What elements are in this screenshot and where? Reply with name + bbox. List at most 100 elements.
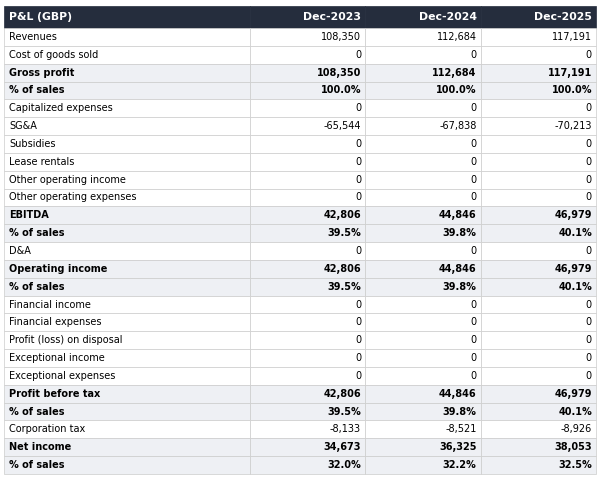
Text: Other operating expenses: Other operating expenses: [9, 192, 137, 203]
Text: Operating income: Operating income: [9, 264, 107, 274]
Bar: [481, 171, 596, 189]
Bar: [250, 28, 365, 46]
Bar: [4, 331, 250, 349]
Bar: [4, 242, 250, 260]
Text: 40.1%: 40.1%: [558, 282, 592, 292]
Text: 39.8%: 39.8%: [443, 228, 476, 238]
Bar: [481, 82, 596, 99]
Text: 46,979: 46,979: [554, 210, 592, 220]
Text: 0: 0: [586, 300, 592, 310]
Bar: [481, 206, 596, 224]
Bar: [365, 349, 481, 367]
Bar: [250, 82, 365, 99]
Bar: [481, 6, 596, 28]
Text: 0: 0: [586, 157, 592, 167]
Bar: [4, 296, 250, 313]
Text: 38,053: 38,053: [554, 442, 592, 452]
Text: 0: 0: [586, 50, 592, 60]
Bar: [4, 438, 250, 456]
Text: 39.8%: 39.8%: [443, 282, 476, 292]
Bar: [365, 438, 481, 456]
Text: 0: 0: [586, 371, 592, 381]
Text: Corporation tax: Corporation tax: [9, 424, 85, 434]
Text: 42,806: 42,806: [323, 389, 361, 399]
Bar: [250, 296, 365, 313]
Text: 0: 0: [355, 192, 361, 203]
Text: 42,806: 42,806: [323, 264, 361, 274]
Bar: [365, 242, 481, 260]
Bar: [250, 189, 365, 206]
Bar: [365, 189, 481, 206]
Bar: [250, 420, 365, 438]
Bar: [250, 313, 365, 331]
Text: -65,544: -65,544: [323, 121, 361, 131]
Bar: [481, 99, 596, 117]
Text: 0: 0: [355, 175, 361, 185]
Bar: [4, 117, 250, 135]
Text: 36,325: 36,325: [439, 442, 476, 452]
Bar: [250, 117, 365, 135]
Bar: [250, 99, 365, 117]
Bar: [4, 153, 250, 171]
Bar: [250, 385, 365, 403]
Text: 40.1%: 40.1%: [558, 407, 592, 417]
Bar: [250, 349, 365, 367]
Text: Subsidies: Subsidies: [9, 139, 56, 149]
Text: 44,846: 44,846: [439, 264, 476, 274]
Text: Profit before tax: Profit before tax: [9, 389, 100, 399]
Text: 46,979: 46,979: [554, 389, 592, 399]
Text: 100.0%: 100.0%: [320, 85, 361, 96]
Text: 0: 0: [355, 103, 361, 113]
Bar: [4, 99, 250, 117]
Text: 0: 0: [470, 246, 476, 256]
Text: % of sales: % of sales: [9, 460, 65, 470]
Bar: [481, 189, 596, 206]
Text: 0: 0: [586, 353, 592, 363]
Bar: [4, 367, 250, 385]
Text: 0: 0: [586, 192, 592, 203]
Bar: [250, 171, 365, 189]
Bar: [4, 224, 250, 242]
Text: Profit (loss) on disposal: Profit (loss) on disposal: [9, 335, 122, 345]
Text: -70,213: -70,213: [554, 121, 592, 131]
Text: -8,521: -8,521: [445, 424, 476, 434]
Bar: [365, 456, 481, 474]
Bar: [4, 82, 250, 99]
Text: 34,673: 34,673: [323, 442, 361, 452]
Text: Cost of goods sold: Cost of goods sold: [9, 50, 98, 60]
Text: 0: 0: [470, 192, 476, 203]
Text: 0: 0: [355, 353, 361, 363]
Text: % of sales: % of sales: [9, 407, 65, 417]
Text: Dec-2025: Dec-2025: [534, 12, 592, 22]
Text: Dec-2024: Dec-2024: [419, 12, 476, 22]
Text: EBITDA: EBITDA: [9, 210, 49, 220]
Text: 0: 0: [355, 157, 361, 167]
Text: 32.5%: 32.5%: [558, 460, 592, 470]
Bar: [4, 135, 250, 153]
Text: 108,350: 108,350: [321, 32, 361, 42]
Text: 44,846: 44,846: [439, 389, 476, 399]
Bar: [4, 420, 250, 438]
Text: Financial income: Financial income: [9, 300, 91, 310]
Bar: [365, 82, 481, 99]
Bar: [4, 403, 250, 420]
Bar: [250, 64, 365, 82]
Text: Exceptional income: Exceptional income: [9, 353, 105, 363]
Text: Revenues: Revenues: [9, 32, 57, 42]
Text: Financial expenses: Financial expenses: [9, 317, 101, 327]
Bar: [365, 420, 481, 438]
Text: 0: 0: [355, 139, 361, 149]
Bar: [481, 403, 596, 420]
Bar: [365, 46, 481, 64]
Text: 100.0%: 100.0%: [551, 85, 592, 96]
Bar: [365, 206, 481, 224]
Bar: [481, 349, 596, 367]
Bar: [4, 46, 250, 64]
Bar: [481, 367, 596, 385]
Bar: [4, 456, 250, 474]
Bar: [365, 260, 481, 278]
Text: -8,133: -8,133: [330, 424, 361, 434]
Text: 0: 0: [355, 246, 361, 256]
Text: 0: 0: [470, 353, 476, 363]
Text: P&L (GBP): P&L (GBP): [9, 12, 72, 22]
